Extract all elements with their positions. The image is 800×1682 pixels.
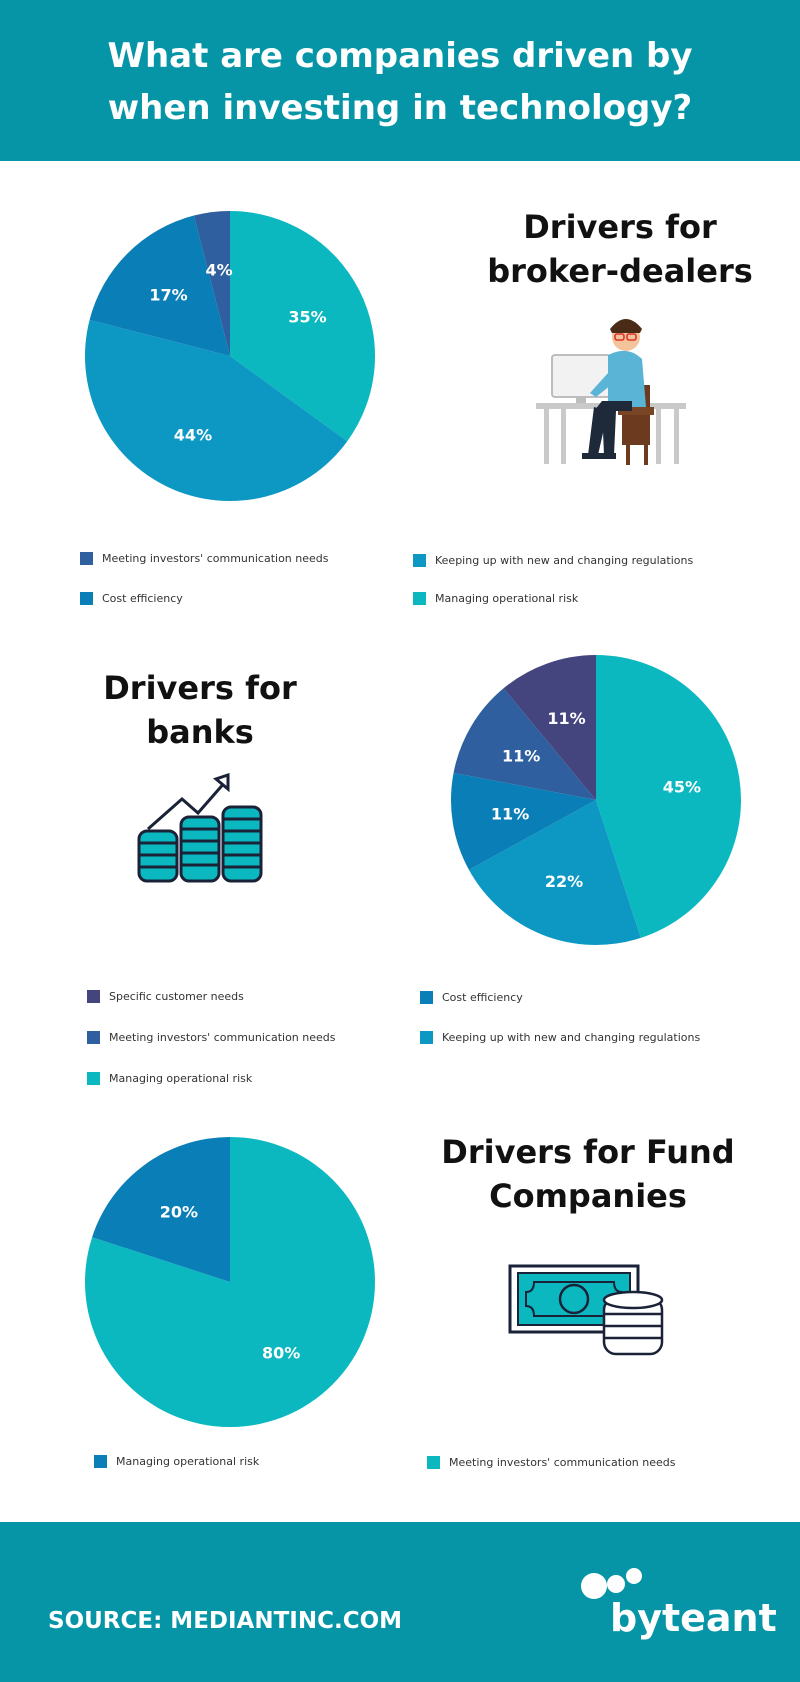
legend-swatch (427, 1456, 440, 1469)
pie-slice (596, 655, 741, 938)
page-title: What are companies driven by when invest… (0, 30, 800, 134)
pie-slice-label: 80% (262, 1343, 300, 1362)
pie-slice-label: 4% (206, 261, 233, 280)
legend-item: Specific customer needs (87, 990, 244, 1003)
legend-label: Specific customer needs (109, 990, 244, 1003)
broker-dealers-title-line2: broker-dealers (487, 252, 753, 290)
pie-slice-label: 11% (491, 805, 529, 824)
cash-and-coins-icon (508, 1264, 664, 1356)
banks-title-line1: Drivers for (103, 669, 297, 707)
header-banner: What are companies driven by when invest… (0, 0, 800, 161)
legend-item: Meeting investors' communication needs (87, 1031, 335, 1044)
person-at-desk-illustration (536, 319, 686, 465)
pie-slice-label: 20% (160, 1203, 198, 1222)
legend-swatch (87, 1031, 100, 1044)
pie-slice (92, 1137, 230, 1282)
byteant-logo: byteant (580, 1566, 777, 1656)
pie-slice-label: 35% (288, 308, 326, 327)
pie-slice (451, 772, 596, 870)
legend-label: Cost efficiency (102, 592, 183, 605)
pie-slice (84, 319, 348, 501)
legend-swatch (420, 1031, 433, 1044)
broker-dealers-title-line1: Drivers for (523, 208, 717, 246)
broker-dealers-pie-chart: 35% 44% 17% 4% (84, 211, 376, 501)
legend-item: Managing operational risk (413, 592, 578, 605)
legend-swatch (94, 1455, 107, 1468)
legend-label: Meeting investors' communication needs (449, 1456, 676, 1469)
legend-swatch (80, 552, 93, 565)
legend-swatch (413, 554, 426, 567)
legend-swatch (87, 1072, 100, 1085)
growing-coins-icon (137, 773, 263, 883)
legend-label: Managing operational risk (109, 1072, 253, 1085)
legend-item: Cost efficiency (420, 991, 523, 1004)
legend-label: Cost efficiency (442, 991, 523, 1004)
legend-label: Managing operational risk (116, 1455, 260, 1468)
pie-slice (468, 800, 641, 945)
legend-item: Meeting investors' communication needs (427, 1456, 675, 1469)
legend-item: Keeping up with new and changing regulat… (413, 554, 693, 567)
page-title-line1: What are companies driven by (107, 36, 693, 76)
page-title-line2: when investing in technology? (107, 88, 693, 128)
legend-label: Meeting investors' communication needs (102, 552, 329, 565)
legend-swatch (420, 991, 433, 1004)
pie-slice-label: 11% (547, 709, 585, 728)
legend-swatch (80, 592, 93, 605)
fund-companies-title-line2: Companies (489, 1177, 687, 1215)
footer-banner: SOURCE: MEDIANTINC.COM byteant (0, 1522, 800, 1682)
pie-slice-label: 11% (502, 747, 540, 766)
legend-swatch (87, 990, 100, 1003)
pie-slice-label: 22% (545, 872, 583, 891)
fund-companies-pie-chart: 80% 20% (85, 1137, 375, 1427)
broker-dealers-title: Drivers for broker-dealers (470, 205, 770, 293)
banks-title-line2: banks (146, 713, 254, 751)
legend-item: Keeping up with new and changing regulat… (420, 1031, 700, 1044)
fund-companies-title-line1: Drivers for Fund (441, 1133, 735, 1171)
legend-label: Managing operational risk (435, 592, 579, 605)
pie-slice-label: 17% (149, 285, 187, 304)
logo-dots-icon (581, 1568, 642, 1599)
legend-item: Cost efficiency (80, 592, 183, 605)
pie-slice (453, 688, 596, 800)
pie-slice-label: 45% (663, 777, 701, 796)
legend-label: Keeping up with new and changing regulat… (435, 554, 694, 567)
legend-item: Meeting investors' communication needs (80, 552, 328, 565)
legend-label: Meeting investors' communication needs (109, 1031, 336, 1044)
legend-item: Managing operational risk (87, 1072, 252, 1085)
banks-title: Drivers for banks (50, 666, 350, 754)
pie-slice (89, 215, 230, 356)
pie-slice (230, 211, 376, 442)
source-credit: SOURCE: MEDIANTINC.COM (48, 1608, 403, 1634)
banks-pie-chart: 45% 22% 11% 11% 11% (451, 655, 741, 945)
logo-text: byteant (610, 1596, 777, 1640)
pie-slice-label: 44% (174, 426, 212, 445)
legend-swatch (413, 592, 426, 605)
fund-companies-title: Drivers for Fund Companies (418, 1130, 758, 1218)
pie-slice (503, 655, 596, 800)
legend-item: Managing operational risk (94, 1455, 259, 1468)
legend-label: Keeping up with new and changing regulat… (442, 1031, 701, 1044)
pie-slice (193, 211, 230, 356)
